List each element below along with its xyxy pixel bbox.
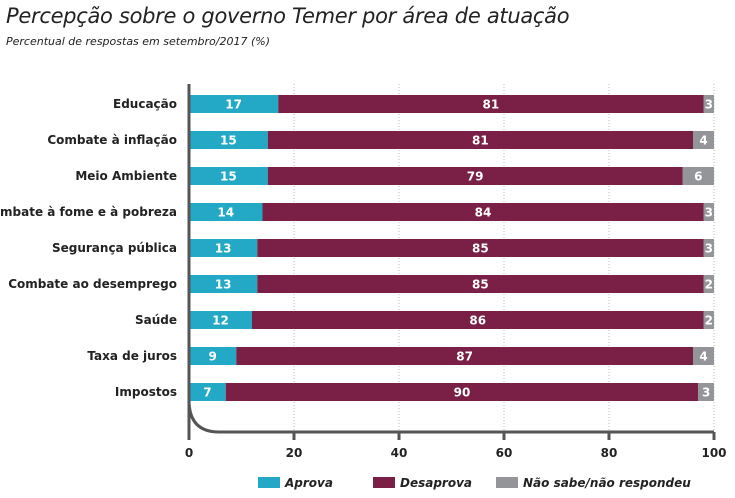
bar-segment xyxy=(703,203,714,221)
x-tick-label: 40 xyxy=(391,446,408,460)
data-label: 84 xyxy=(475,206,492,220)
data-label: 9 xyxy=(208,350,216,364)
legend-swatch xyxy=(258,477,280,488)
bar-segment xyxy=(189,167,268,185)
data-label: 13 xyxy=(215,242,232,256)
data-label: 2 xyxy=(705,314,713,328)
data-label: 85 xyxy=(472,278,489,292)
x-tick-label: 100 xyxy=(701,446,726,460)
data-label: 90 xyxy=(454,386,471,400)
bar-segment xyxy=(252,311,704,329)
bar-segment xyxy=(189,131,268,149)
x-tick-label: 60 xyxy=(496,446,513,460)
data-label: 14 xyxy=(217,206,234,220)
category-label: Impostos xyxy=(115,385,177,399)
data-label: 3 xyxy=(702,386,710,400)
bar-segment xyxy=(189,203,263,221)
legend-swatch xyxy=(373,477,395,488)
chart-subtitle: Percentual de respostas em setembro/2017… xyxy=(6,35,271,48)
category-label: Segurança pública xyxy=(52,241,177,255)
data-label: 2 xyxy=(705,278,713,292)
bar-segment xyxy=(189,311,252,329)
bar-segment xyxy=(693,347,714,365)
bar-segment xyxy=(693,131,714,149)
x-tick-label: 80 xyxy=(601,446,618,460)
category-label: Meio Ambiente xyxy=(75,169,177,183)
data-label: 3 xyxy=(705,242,713,256)
legend-label: Desaprova xyxy=(400,476,472,490)
bar-segment xyxy=(189,347,237,365)
data-label: 7 xyxy=(203,386,211,400)
bar-segment xyxy=(267,131,693,149)
data-label: 3 xyxy=(705,98,713,112)
data-label: 87 xyxy=(456,350,473,364)
category-label: Saúde xyxy=(135,313,177,327)
data-label: 13 xyxy=(215,278,232,292)
data-label: 17 xyxy=(225,98,242,112)
chart-title: Percepção sobre o governo Temer por área… xyxy=(6,4,570,28)
data-label: 15 xyxy=(220,170,237,184)
data-label: 86 xyxy=(469,314,486,328)
bar-segment xyxy=(257,275,704,293)
data-label: 4 xyxy=(699,350,707,364)
bar-segment xyxy=(262,203,704,221)
x-axis-line xyxy=(187,84,714,438)
bar-segment xyxy=(267,167,683,185)
bar-segment xyxy=(698,383,714,401)
bar-segment xyxy=(703,239,714,257)
x-tick-label: 20 xyxy=(286,446,303,460)
data-label: 79 xyxy=(467,170,484,184)
category-label: Combate à fome e à pobreza xyxy=(0,205,177,219)
bar-segment xyxy=(703,95,714,113)
bar-segment xyxy=(189,95,279,113)
data-label: 81 xyxy=(472,134,489,148)
bar-segment xyxy=(682,167,714,185)
bar-segment xyxy=(189,275,258,293)
data-label: 15 xyxy=(220,134,237,148)
category-label: Combate à inflação xyxy=(47,133,177,147)
data-label: 81 xyxy=(483,98,500,112)
bar-segment xyxy=(189,383,226,401)
category-label: Combate ao desemprego xyxy=(8,277,177,291)
bar-segment xyxy=(189,239,258,257)
data-label: 4 xyxy=(699,134,707,148)
data-label: 3 xyxy=(705,206,713,220)
data-label: 12 xyxy=(212,314,229,328)
data-label: 85 xyxy=(472,242,489,256)
data-label: 6 xyxy=(694,170,702,184)
bar-segment xyxy=(703,275,714,293)
bar-segment xyxy=(236,347,693,365)
bar-segment xyxy=(703,311,714,329)
bar-segment xyxy=(225,383,699,401)
bar-segment xyxy=(278,95,704,113)
category-label: Taxa de juros xyxy=(87,349,177,363)
legend-swatch xyxy=(496,477,518,488)
x-tick-label: 0 xyxy=(185,446,193,460)
legend-label: Não sabe/não respondeu xyxy=(523,476,691,490)
bar-segment xyxy=(257,239,704,257)
category-label: Educação xyxy=(113,97,177,111)
legend-label: Aprova xyxy=(284,476,333,490)
